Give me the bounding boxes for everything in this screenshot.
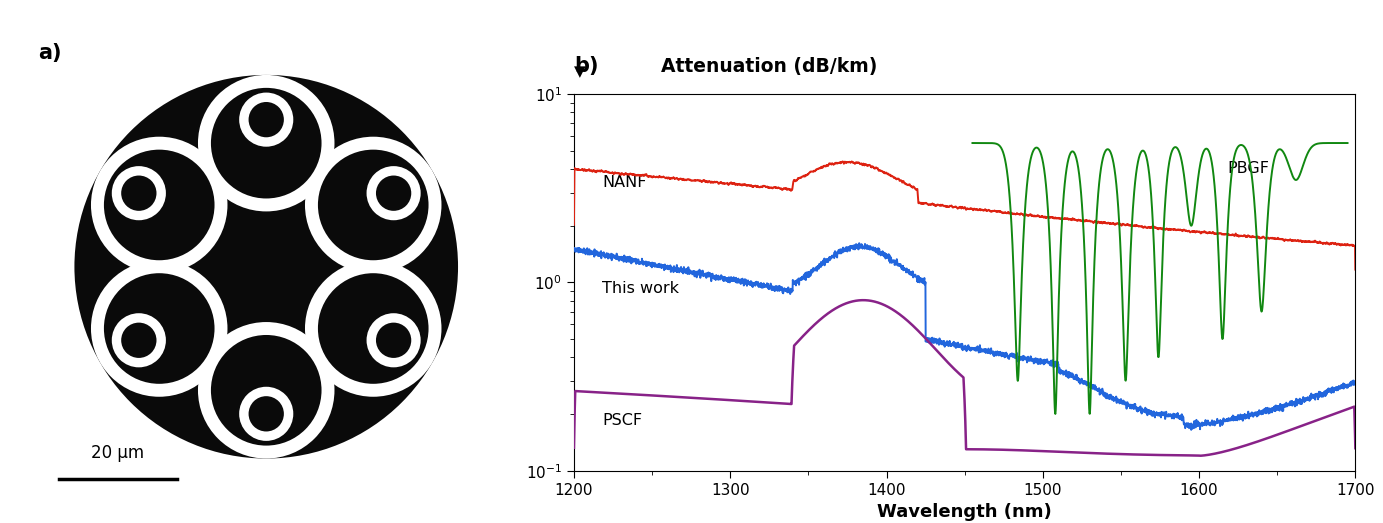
- Circle shape: [366, 166, 420, 220]
- Circle shape: [366, 313, 420, 367]
- Circle shape: [239, 93, 293, 147]
- Text: NANF: NANF: [602, 175, 647, 190]
- Circle shape: [249, 102, 284, 138]
- Circle shape: [198, 322, 335, 459]
- Circle shape: [122, 323, 156, 358]
- Circle shape: [112, 166, 166, 220]
- Text: 20 μm: 20 μm: [91, 444, 144, 462]
- Circle shape: [104, 273, 214, 384]
- Circle shape: [91, 260, 227, 397]
- Text: PSCF: PSCF: [602, 413, 642, 428]
- Circle shape: [198, 75, 335, 211]
- Text: a): a): [37, 43, 61, 63]
- Circle shape: [239, 387, 293, 441]
- Circle shape: [212, 88, 321, 199]
- Circle shape: [91, 137, 227, 273]
- Circle shape: [376, 176, 411, 211]
- Circle shape: [122, 176, 156, 211]
- X-axis label: Wavelength (nm): Wavelength (nm): [877, 503, 1052, 521]
- Circle shape: [212, 335, 321, 446]
- Circle shape: [376, 323, 411, 358]
- Text: ▼: ▼: [574, 64, 585, 79]
- Text: Attenuation (dB/km): Attenuation (dB/km): [661, 57, 877, 76]
- Circle shape: [61, 62, 472, 472]
- Circle shape: [104, 150, 214, 260]
- Circle shape: [318, 150, 429, 260]
- Circle shape: [249, 396, 284, 431]
- Circle shape: [318, 273, 429, 384]
- Circle shape: [306, 260, 441, 397]
- Circle shape: [306, 137, 441, 273]
- Text: This work: This work: [602, 281, 679, 296]
- Text: b): b): [574, 56, 599, 76]
- Circle shape: [75, 75, 458, 459]
- Circle shape: [112, 313, 166, 367]
- Text: PBGF: PBGF: [1227, 161, 1270, 176]
